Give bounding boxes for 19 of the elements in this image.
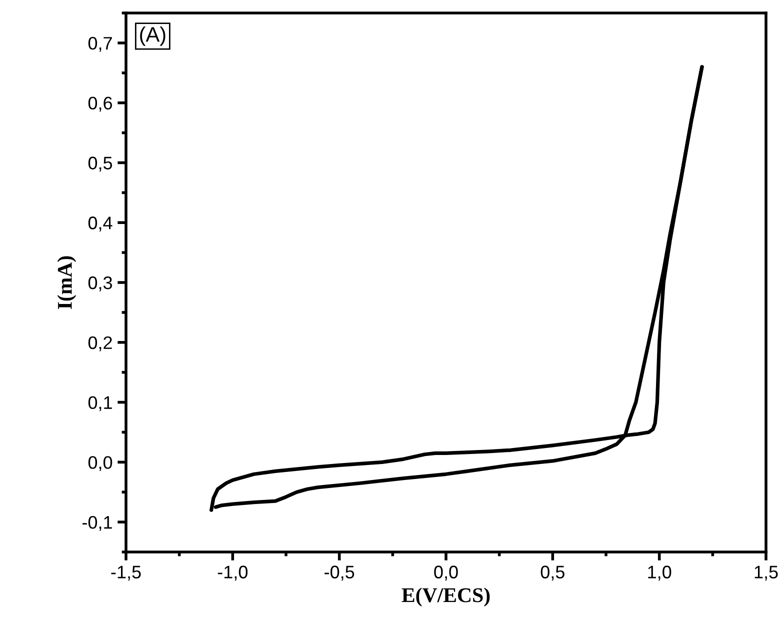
y-tick-label: 0,2: [88, 336, 112, 352]
x-tick-label: -1,5: [111, 566, 141, 581]
x-tick-label: 1,5: [754, 566, 778, 581]
x-tick-label: -0,5: [324, 566, 354, 581]
x-axis-title: E(V/ECS): [402, 588, 490, 606]
y-tick-label: 0,4: [88, 216, 112, 232]
y-tick-label: 0,6: [88, 96, 112, 112]
y-tick-label: 0,5: [88, 156, 112, 172]
y-tick-label: 0,0: [88, 456, 112, 472]
annotation: (A): [140, 26, 166, 46]
y-tick-label: 0,7: [88, 36, 112, 52]
x-tick-label: 0,5: [540, 566, 564, 581]
x-tick-label: -1,0: [218, 566, 248, 581]
x-tick-label: 1,0: [648, 566, 672, 581]
y-axis-title: I(mA): [57, 256, 76, 309]
y-tick-label: -0,1: [82, 516, 112, 531]
y-tick-label: 0,3: [88, 276, 112, 292]
x-tick-label: 0,0: [434, 566, 458, 581]
y-tick-label: 0,1: [88, 396, 112, 412]
